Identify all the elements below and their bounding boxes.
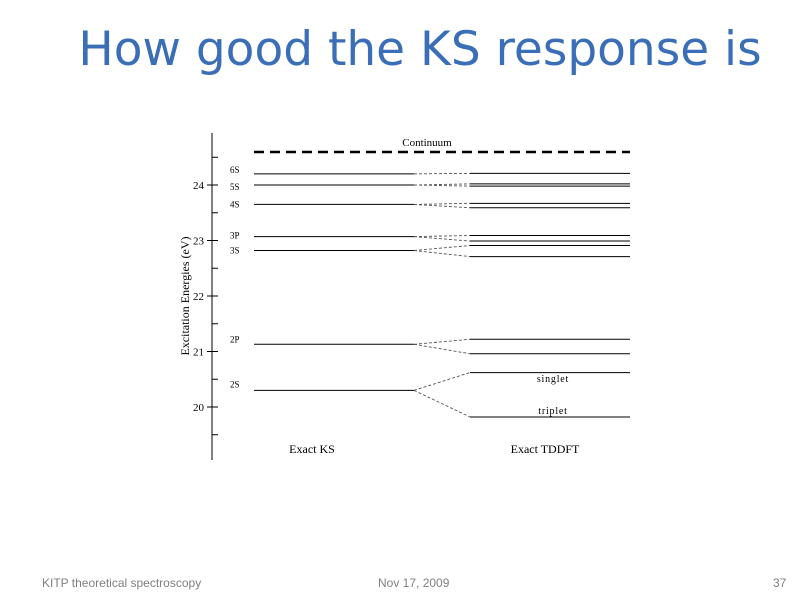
connector-line <box>413 183 471 186</box>
connector-line <box>413 202 471 205</box>
ks-level-label: 2P <box>230 334 240 344</box>
ks-level-label: 6S <box>230 165 240 175</box>
ks-level-label: 5S <box>230 182 240 192</box>
connector-line <box>413 245 471 251</box>
y-tick-label: 20 <box>193 402 205 414</box>
slide-title: How good the KS response is <box>78 22 762 77</box>
ks-level-label: 2S <box>230 379 240 389</box>
connector-line <box>413 172 471 175</box>
connector-line <box>413 389 471 418</box>
y-tick-label: 24 <box>193 180 205 192</box>
connector-line <box>413 184 471 187</box>
exact-ks-label: Exact KS <box>289 442 335 456</box>
ks-level-labels: 2S 2P 3S 3P 4S 5S 6S <box>230 165 240 389</box>
triplet-label: triplet <box>538 406 567 417</box>
footer-course: KITP theoretical spectroscopy <box>42 576 202 590</box>
ks-levels <box>254 173 414 391</box>
connector-lines <box>413 172 471 418</box>
exact-tddft-label: Exact TDDFT <box>511 442 580 456</box>
connector-line <box>413 343 471 355</box>
y-tick-label: 21 <box>193 347 204 359</box>
connector-line <box>413 203 471 209</box>
singlet-label: singlet <box>537 374 569 385</box>
connector-line <box>413 338 471 345</box>
tddft-levels <box>470 172 630 418</box>
y-axis-tick-labels: 20 21 22 23 24 <box>193 180 205 414</box>
y-axis-ticks <box>207 156 218 436</box>
page-number: 37 <box>773 576 787 590</box>
continuum-label: Continuum <box>402 137 452 149</box>
y-tick-label: 22 <box>193 291 204 303</box>
y-tick-label: 23 <box>193 236 205 248</box>
connector-line <box>413 235 471 238</box>
connector-line <box>413 236 471 242</box>
ks-level-label: 3S <box>230 245 240 255</box>
ks-level-label: 4S <box>230 199 240 209</box>
footer-date: Nov 17, 2009 <box>378 576 450 590</box>
connector-line <box>413 250 471 258</box>
ks-level-label: 3P <box>230 231 240 241</box>
connector-line <box>413 372 471 391</box>
y-axis-label: Excitation Energies (eV) <box>178 236 192 355</box>
